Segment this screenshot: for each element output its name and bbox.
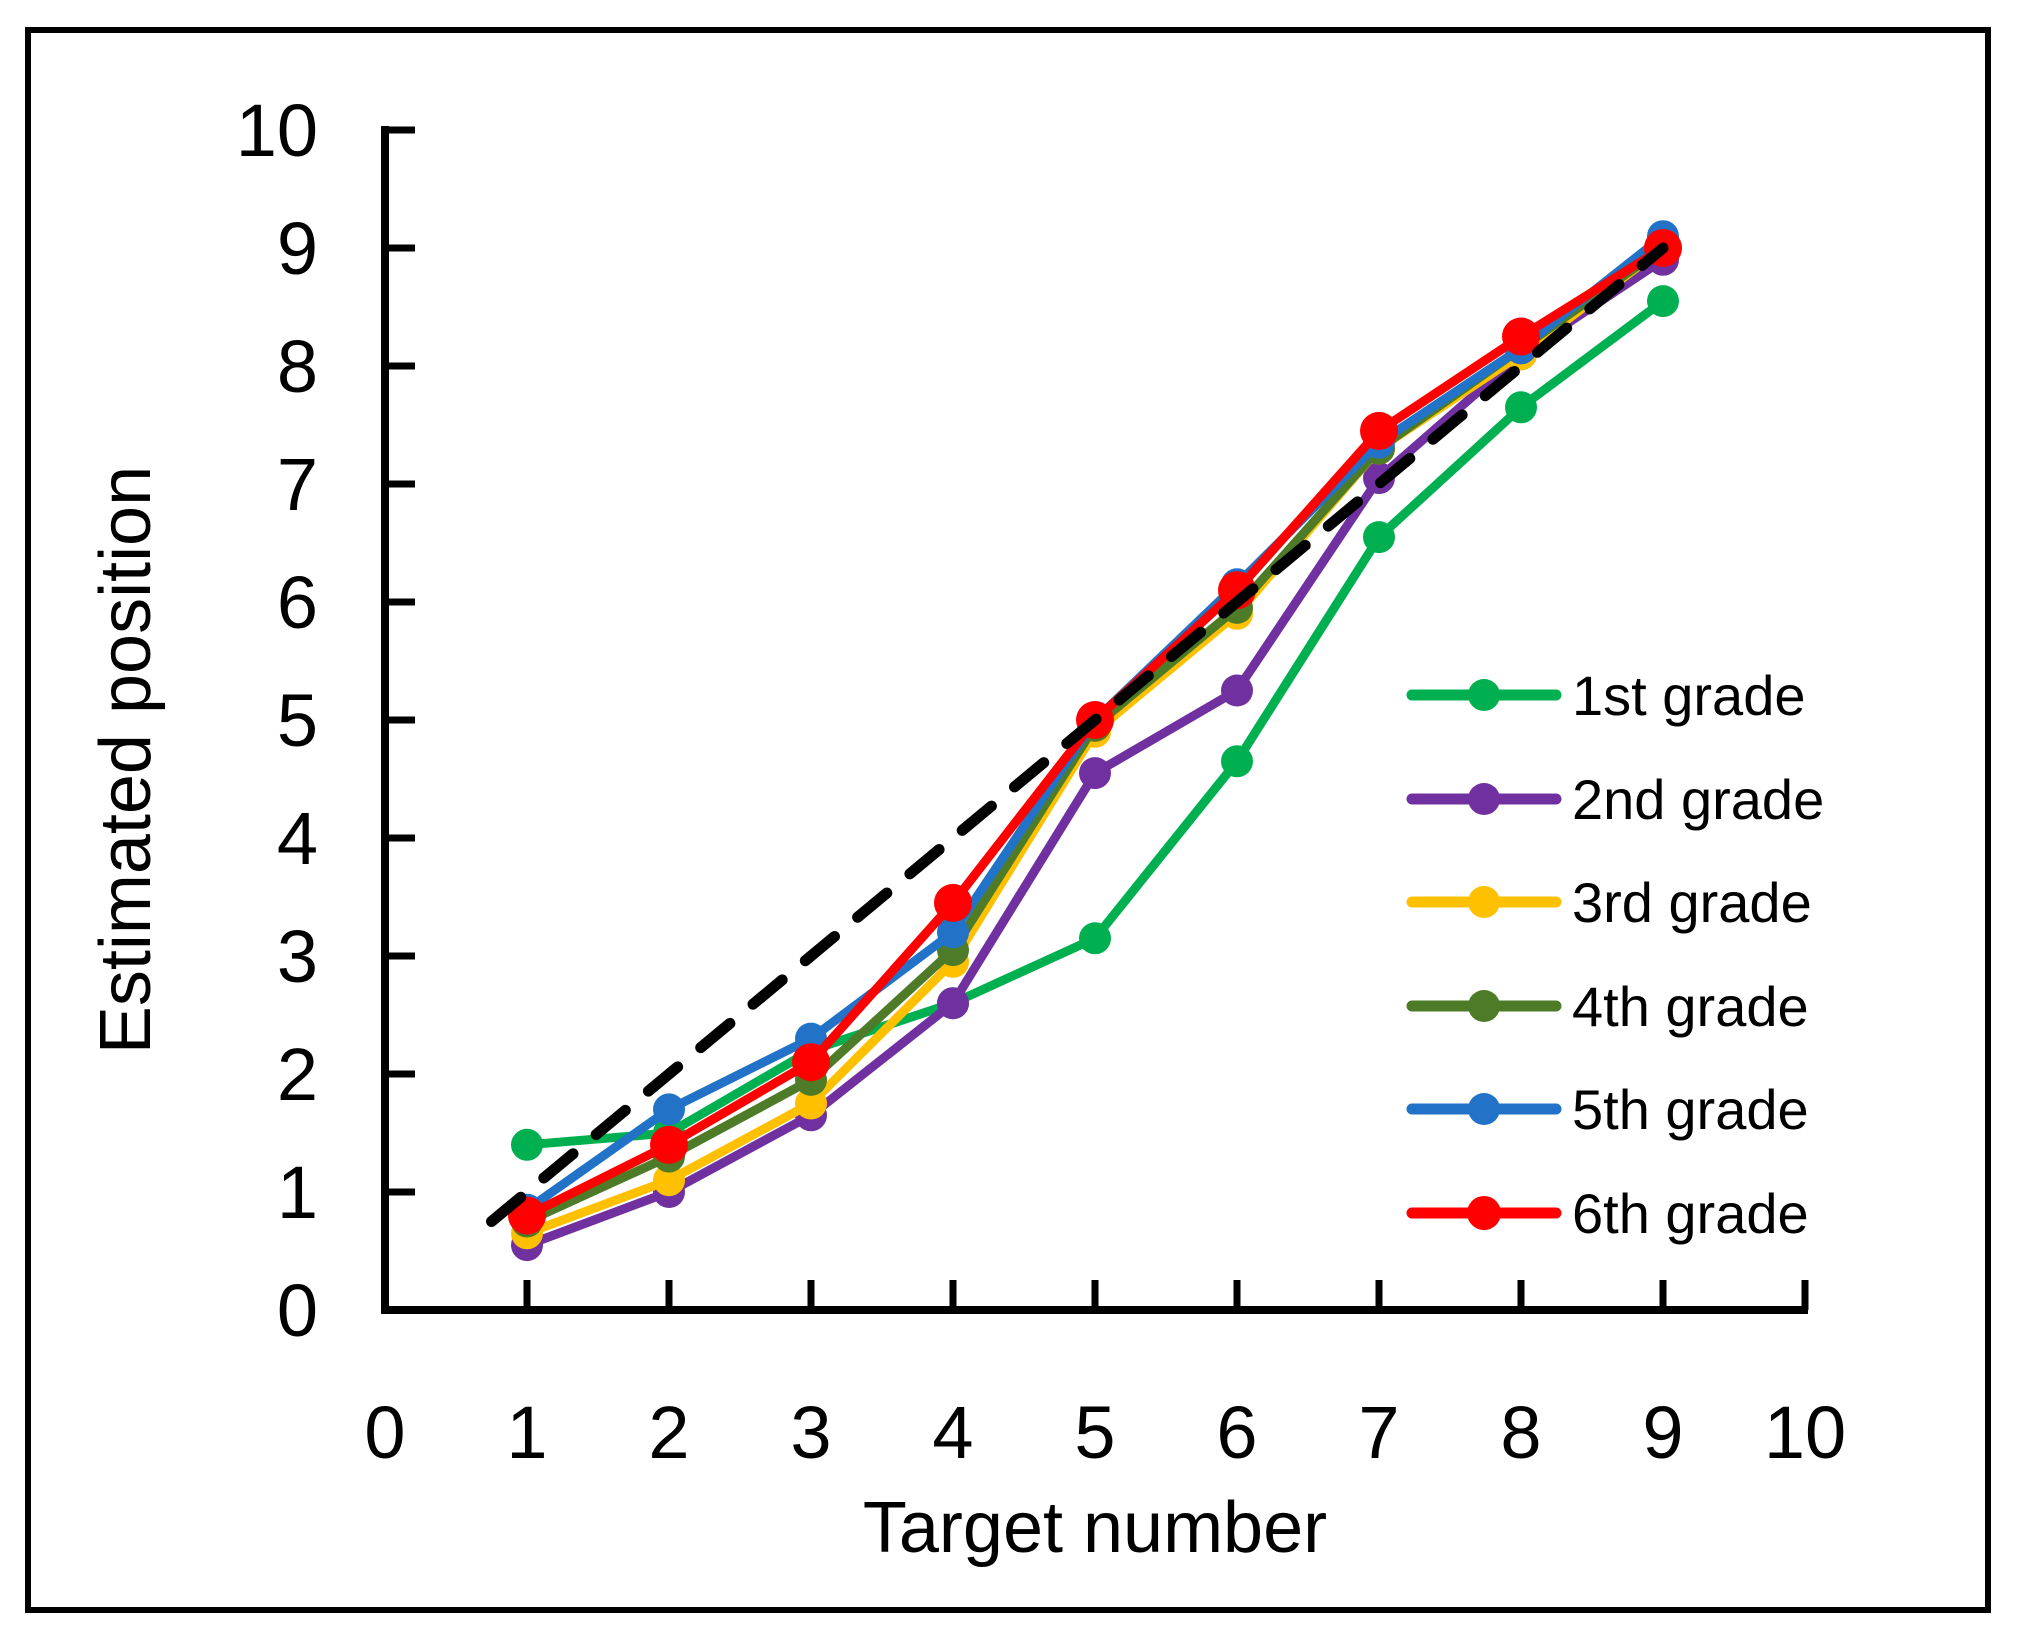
y-tick-label: 7 <box>277 443 318 526</box>
legend-label: 1st grade <box>1572 664 1806 727</box>
data-point-1st-grade-x7 <box>1363 521 1395 554</box>
x-tick-label: 2 <box>648 1391 689 1474</box>
x-tick-label: 8 <box>1500 1391 1541 1474</box>
y-tick-label: 9 <box>277 207 318 290</box>
data-point-5th-grade-x4 <box>937 916 969 949</box>
data-point-6th-grade-x4 <box>934 883 972 922</box>
legend-entry-1st-grade: 1st grade <box>1406 664 1806 727</box>
legend-label: 4th grade <box>1572 975 1809 1038</box>
data-point-6th-grade-x8 <box>1502 317 1540 356</box>
data-point-3rd-grade-x3 <box>795 1087 827 1120</box>
y-tick-label: 10 <box>236 89 318 172</box>
data-point-6th-grade-x2 <box>650 1125 688 1164</box>
y-axis-title: Estimated position <box>86 466 166 1054</box>
y-tick-label: 6 <box>277 561 318 644</box>
legend-marker-dot <box>1468 679 1500 711</box>
data-point-6th-grade-x3 <box>792 1043 830 1082</box>
legend: 1st grade 2nd grade 3rd grade 4th grade 5th … <box>1406 664 1824 1245</box>
legend-entry-3rd-grade: 3rd grade <box>1406 871 1812 934</box>
legend-entry-6th-grade: 6th grade <box>1406 1182 1809 1245</box>
identity-dashed-line <box>486 242 1669 1227</box>
legend-marker-dot <box>1468 990 1500 1022</box>
y-tick-label: 3 <box>277 915 318 998</box>
axes <box>381 126 1809 1314</box>
legend-entry-5th-grade: 5th grade <box>1406 1078 1809 1141</box>
y-tick-label: 0 <box>277 1269 318 1352</box>
reference-line-layer <box>486 242 1669 1227</box>
y-tick-label: 4 <box>277 797 318 880</box>
legend-label: 6th grade <box>1572 1182 1809 1245</box>
data-point-5th-grade-x2 <box>653 1093 685 1126</box>
legend-label: 3rd grade <box>1572 871 1812 934</box>
data-point-1st-grade-x5 <box>1079 922 1111 955</box>
data-point-3rd-grade-x2 <box>653 1164 685 1197</box>
x-tick-label: 4 <box>932 1391 973 1474</box>
x-tick-label: 1 <box>506 1391 547 1474</box>
y-tick-label: 5 <box>277 679 318 762</box>
legend-marker-dot <box>1467 1196 1501 1230</box>
legend-label: 2nd grade <box>1572 768 1824 831</box>
data-point-1st-grade-x8 <box>1505 391 1537 424</box>
y-tick-label: 1 <box>277 1151 318 1234</box>
x-tick-label: 6 <box>1216 1391 1257 1474</box>
legend-entry-2nd-grade: 2nd grade <box>1406 768 1824 831</box>
legend-marker-dot <box>1468 783 1500 815</box>
data-point-2nd-grade-x5 <box>1079 757 1111 790</box>
figure-border <box>25 27 1991 1613</box>
y-tick-label: 8 <box>277 325 318 408</box>
data-point-6th-grade-x7 <box>1360 411 1398 450</box>
data-point-1st-grade-x9 <box>1647 285 1679 318</box>
x-tick-label: 7 <box>1358 1391 1399 1474</box>
x-tick-label: 9 <box>1642 1391 1683 1474</box>
tick-labels: 0 1 2 3 4 5 6 7 8 9 10 0 1 2 3 4 5 6 7 8 9 10 <box>236 89 1846 1474</box>
y-tick-label: 2 <box>277 1033 318 1116</box>
x-tick-label: 0 <box>364 1391 405 1474</box>
data-point-2nd-grade-x6 <box>1221 674 1253 707</box>
legend-label: 5th grade <box>1572 1078 1809 1141</box>
legend-entry-4th-grade: 4th grade <box>1406 975 1809 1038</box>
x-axis-title: Target number <box>863 1488 1327 1568</box>
x-tick-label: 5 <box>1074 1391 1115 1474</box>
data-point-2nd-grade-x4 <box>937 987 969 1020</box>
x-tick-label: 3 <box>790 1391 831 1474</box>
legend-marker-dot <box>1468 886 1500 918</box>
legend-marker-dot <box>1468 1093 1500 1125</box>
data-point-1st-grade-x1 <box>511 1128 543 1161</box>
x-tick-label: 10 <box>1764 1391 1846 1474</box>
data-point-1st-grade-x6 <box>1221 745 1253 778</box>
